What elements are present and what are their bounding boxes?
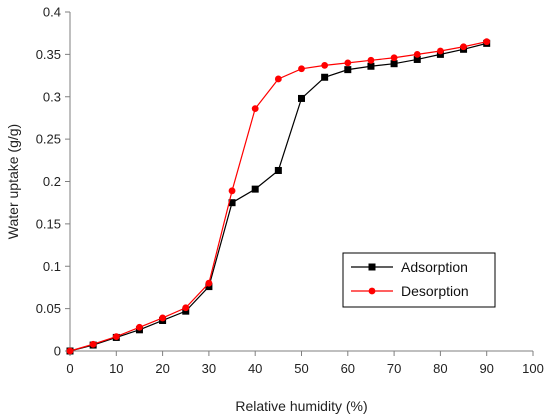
x-tick-label: 50	[294, 361, 308, 376]
desorption-point	[89, 340, 97, 348]
legend-adsorption-marker	[368, 263, 376, 271]
series-layer	[66, 38, 491, 355]
desorption-point	[367, 56, 375, 64]
y-tick-label: 0.25	[36, 132, 61, 147]
x-tick-label: 70	[387, 361, 401, 376]
adsorption-point	[274, 166, 282, 174]
desorption-point	[228, 187, 236, 195]
desorption-point	[159, 314, 167, 322]
adsorption-point	[251, 185, 259, 193]
y-tick-label: 0.4	[43, 5, 61, 20]
y-tick-label: 0.35	[36, 47, 61, 62]
x-tick-label: 40	[248, 361, 262, 376]
series-desorption	[66, 38, 491, 355]
desorption-point	[112, 333, 120, 340]
x-axis-title: Relative humidity (%)	[235, 398, 367, 414]
adsorption-point	[367, 62, 375, 70]
desorption-point	[182, 304, 190, 312]
adsorption-point	[344, 66, 352, 74]
x-tick-label: 20	[155, 361, 169, 376]
desorption-point	[437, 47, 444, 55]
y-tick-label: 0.3	[43, 89, 61, 104]
x-tick-label: 30	[202, 361, 216, 376]
adsorption-point	[390, 60, 398, 68]
x-tick-label: 80	[433, 361, 447, 376]
desorption-point	[413, 50, 421, 58]
x-tick-label: 60	[341, 361, 355, 376]
adsorption-point	[298, 94, 305, 102]
y-tick-label: 0.1	[43, 259, 61, 274]
adsorption-point	[228, 199, 236, 207]
desorption-point	[321, 61, 329, 69]
desorption-point	[298, 65, 305, 73]
adsorption-point	[413, 55, 421, 63]
legend-desorption-marker	[368, 287, 376, 295]
y-tick-label: 0	[54, 344, 61, 359]
x-tick-label: 0	[66, 361, 73, 376]
desorption-point	[251, 105, 259, 113]
legend: Adsorption Desorption	[342, 252, 496, 308]
axes: 0 10 20 30 40 50 60 70 80 90 100 0 0.05 0.1 0.15 0.2 0.2…	[36, 5, 544, 377]
legend-desorption-label: Desorption	[401, 283, 469, 299]
desorption-point	[205, 279, 213, 287]
x-tick-label: 90	[479, 361, 493, 376]
y-tick-label: 0.05	[36, 301, 61, 316]
desorption-point	[483, 38, 491, 46]
legend-adsorption-label: Adsorption	[401, 259, 468, 275]
desorption-point	[66, 347, 74, 355]
adsorption-point	[321, 73, 329, 81]
y-axis-title: Water uptake (g/g)	[5, 124, 21, 239]
x-tick-label: 100	[522, 361, 544, 376]
desorption-point	[390, 54, 398, 62]
desorption-point	[274, 75, 282, 83]
legend-box	[342, 252, 496, 308]
desorption-point	[344, 59, 352, 67]
desorption-point	[136, 323, 143, 331]
y-tick-label: 0.15	[36, 216, 61, 231]
desorption-point	[460, 43, 467, 51]
y-tick-label: 0.2	[43, 174, 61, 189]
x-tick-label: 10	[109, 361, 123, 376]
